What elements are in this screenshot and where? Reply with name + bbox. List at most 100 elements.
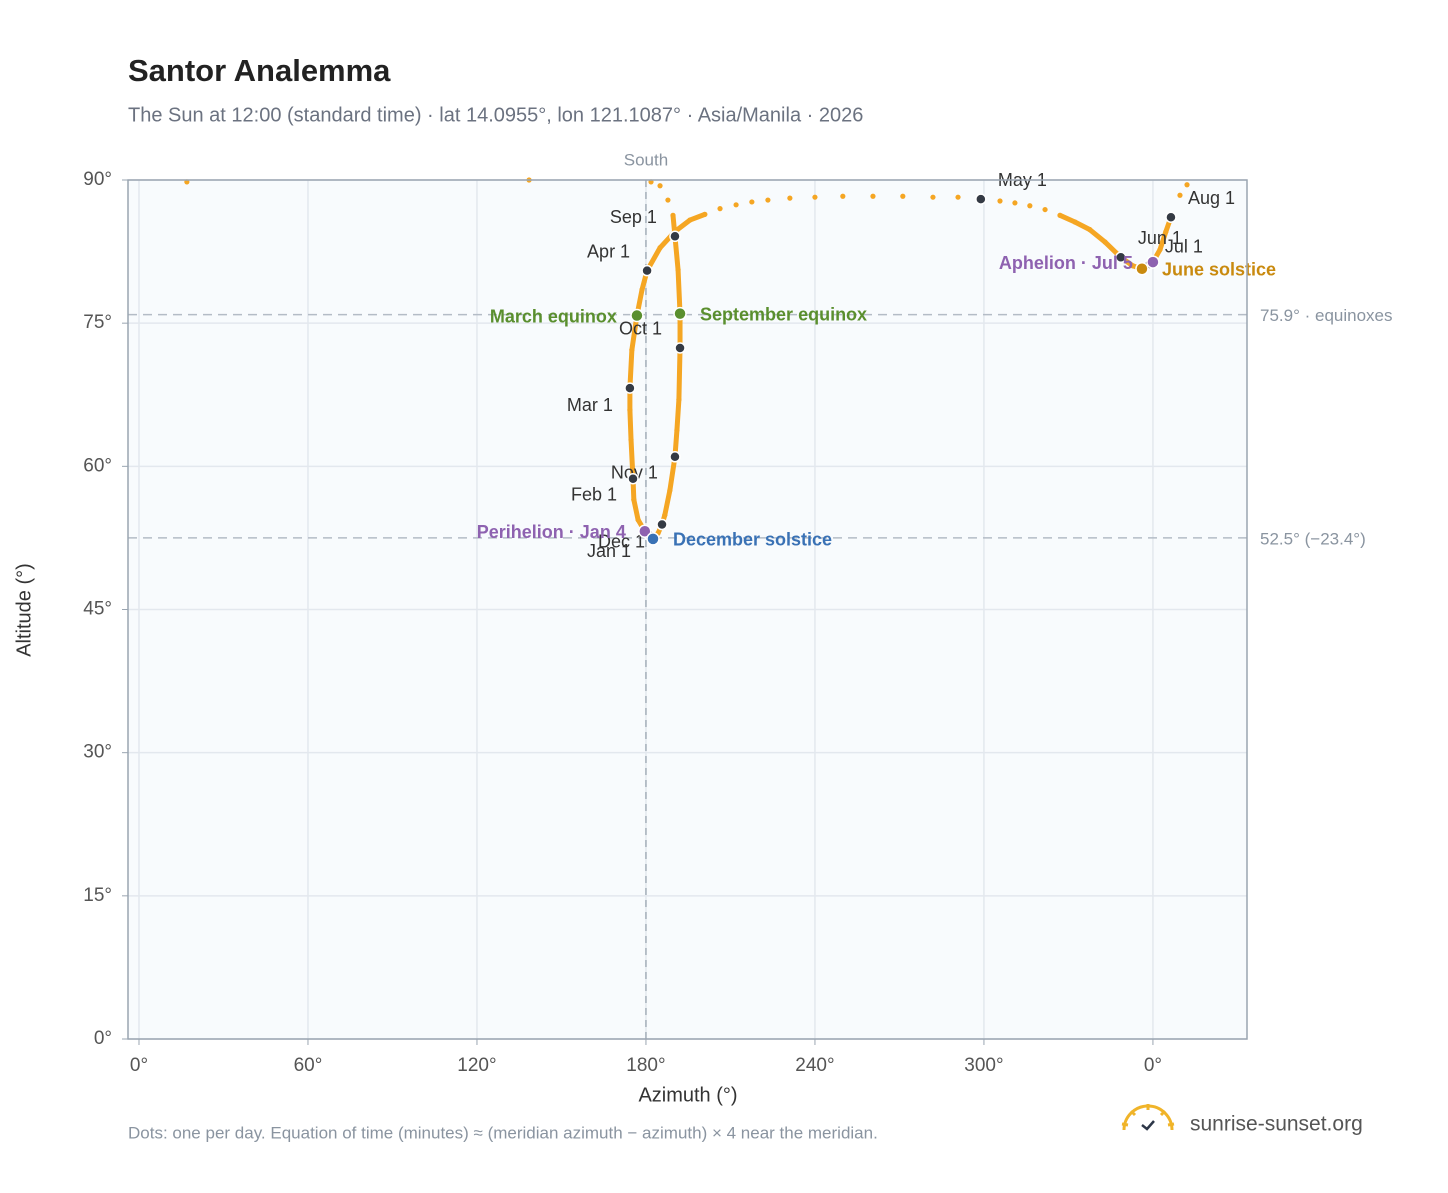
key-date-label: Aug 1 [1188, 188, 1235, 208]
sun-dot [657, 183, 663, 189]
key-date-label: Perihelion · Jan 4 [477, 522, 626, 542]
x-axis-label: Azimuth (°) [638, 1084, 737, 1106]
key-date-dot [630, 308, 644, 323]
path-segment [672, 217, 693, 235]
path-segment [676, 345, 683, 403]
reference-label: 52.5° (−23.4°) [1260, 529, 1366, 548]
key-date-dot [674, 342, 686, 354]
sun-dot [930, 194, 936, 200]
key-date-label: Jan 1 [587, 541, 631, 561]
x-tick-label: 120° [457, 1055, 496, 1076]
sun-dot [900, 193, 906, 199]
sun-dot [997, 198, 1003, 204]
path-segment [1157, 229, 1169, 253]
sun-dot [629, 347, 635, 353]
key-date-label: September equinox [700, 304, 867, 324]
key-date-dot [669, 451, 681, 463]
path-segment [1057, 212, 1078, 225]
chart-subtitle: The Sun at 12:00 (standard time) · lat 1… [128, 104, 863, 126]
key-date-label: Sep 1 [610, 207, 657, 227]
y-axis-label: Altitude (°) [13, 563, 35, 657]
x-tick-label: 300° [964, 1055, 1003, 1076]
sun-dot [1012, 200, 1018, 206]
sun-dot [1042, 206, 1048, 213]
key-date-dot [638, 524, 652, 538]
sun-dot [765, 197, 771, 203]
y-tick-label: 30° [83, 742, 112, 763]
y-tick-label: 90° [83, 169, 112, 190]
key-date-label: Aphelion · Jul 5 [999, 253, 1133, 273]
key-date-dot [673, 306, 687, 321]
sun-dot [657, 245, 663, 251]
y-tick-label: 0° [94, 1028, 112, 1049]
sun-dot [749, 199, 755, 205]
sun-dot [787, 195, 793, 201]
sun-dot [627, 407, 633, 413]
key-date-dot [624, 382, 636, 394]
footnote: Dots: one per day. Equation of time (min… [128, 1123, 878, 1142]
y-tick-label: 45° [83, 599, 112, 620]
sun-dot [662, 512, 668, 518]
key-date-label: December solstice [673, 530, 832, 550]
sun-dot [665, 197, 671, 203]
key-date-label: June solstice [1162, 260, 1276, 280]
sun-dot [674, 427, 680, 433]
sun-dot [1163, 228, 1169, 235]
sun-dot [1184, 182, 1190, 188]
sun-dot [1087, 227, 1093, 233]
key-date-dot [656, 518, 668, 531]
sun-dot [1027, 203, 1033, 209]
sun-dot [1157, 247, 1163, 253]
x-tick-label: 240° [795, 1055, 834, 1076]
sun-dot [1072, 219, 1078, 225]
x-tick-label: 180° [626, 1055, 665, 1076]
brand: sunrise-sunset.org [1190, 1113, 1363, 1136]
sun-dot [687, 217, 693, 223]
sun-dot [635, 517, 641, 523]
key-date-dot [646, 532, 660, 546]
path-segment [1072, 219, 1093, 233]
key-date-dot [641, 264, 653, 277]
key-date-dot [1135, 262, 1149, 276]
brand-logo [1121, 1104, 1175, 1131]
sun-dot [667, 487, 673, 493]
key-date-label: Dec 1 [598, 531, 645, 551]
path-segment [631, 497, 641, 523]
sun-dot [639, 287, 645, 293]
sun-dot [870, 193, 876, 199]
sun-dot [840, 193, 846, 199]
sun-dot [676, 396, 682, 403]
path-segment [1087, 227, 1108, 245]
key-date-dot [1165, 211, 1177, 223]
y-tick-label: 75° [83, 312, 112, 333]
y-tick-label: 15° [83, 885, 112, 906]
key-date-label: March equinox [490, 306, 617, 326]
key-date-label: Mar 1 [567, 395, 613, 415]
key-date-dot [1146, 255, 1160, 269]
sun-dot [631, 497, 637, 503]
path-segment [674, 397, 682, 433]
sun-dot [1177, 192, 1183, 198]
sun-dot [1102, 239, 1108, 245]
sun-dot [702, 211, 708, 217]
reference-label: 75.9° · equinoxes [1260, 306, 1393, 325]
chart-title: Santor Analemma [128, 53, 391, 88]
sun-dot [675, 267, 681, 273]
key-date-dot [669, 230, 681, 243]
key-date-dot [627, 472, 639, 485]
key-date-label: Apr 1 [587, 241, 630, 261]
key-date-label: Feb 1 [571, 484, 617, 504]
sun-dot [1130, 263, 1136, 269]
key-date-label: Nov 1 [611, 463, 658, 483]
sun-dot [717, 206, 723, 212]
sun-dot [812, 194, 818, 200]
key-date-label: Oct 1 [619, 319, 662, 339]
path-segment [628, 437, 636, 482]
x-tick-label: 60° [294, 1055, 323, 1076]
south-label: South [624, 150, 668, 169]
path-segment [627, 347, 635, 391]
x-tick-label: 0° [1144, 1055, 1162, 1076]
sun-dot [955, 194, 961, 200]
key-date-label: Jul 1 [1165, 237, 1203, 257]
